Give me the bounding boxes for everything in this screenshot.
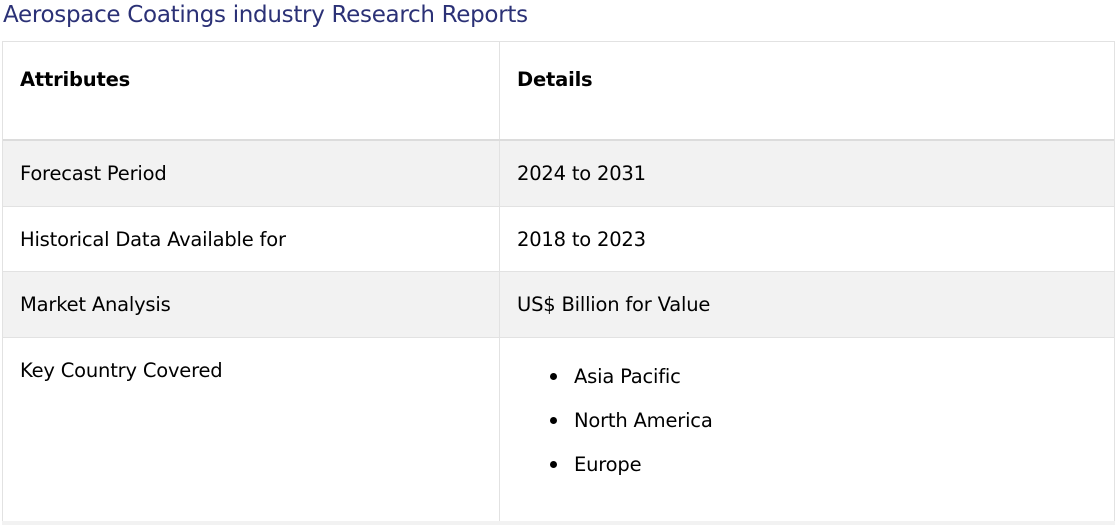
list-item-label: North America [574,409,713,432]
table-row: Market Analysis US$ Billion for Value [3,272,1114,338]
page-title: Aerospace Coatings industry Research Rep… [3,2,528,28]
list-item: North America [550,406,713,450]
bullet-icon [550,461,557,468]
country-list: Asia Pacific North America Europe [550,362,713,494]
table-header-row: Attributes Details [3,42,1114,141]
detail-cell: Asia Pacific North America Europe [500,338,1114,525]
table-row: Forecast Period 2024 to 2031 [3,141,1114,207]
detail-cell: 2018 to 2023 [517,228,646,251]
header-details: Details [517,68,593,91]
bullet-icon [550,417,557,424]
attributes-table: Attributes Details Forecast Period 2024 … [2,41,1115,525]
next-row-edge [2,521,1115,525]
attribute-cell: Historical Data Available for [3,207,500,271]
detail-cell: 2024 to 2031 [517,162,646,185]
attribute-cell: Market Analysis [3,272,500,337]
bullet-icon [550,373,557,380]
attribute-cell: Key Country Covered [3,338,500,525]
header-attributes: Attributes [3,42,500,139]
list-item: Asia Pacific [550,362,713,406]
detail-cell: US$ Billion for Value [517,293,711,316]
list-item-label: Europe [574,453,642,476]
attribute-cell: Forecast Period [3,141,500,206]
list-item-label: Asia Pacific [574,365,681,388]
list-item: Europe [550,450,713,494]
table-row: Key Country Covered Asia Pacific North A… [3,338,1114,525]
table-row: Historical Data Available for 2018 to 20… [3,207,1114,272]
